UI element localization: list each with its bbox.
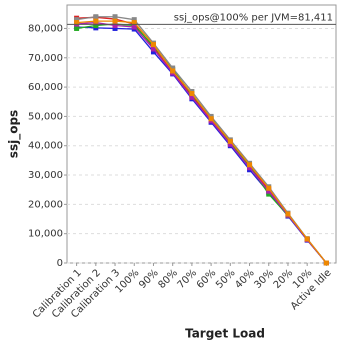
x-axis-title: Target Load — [185, 327, 265, 341]
point — [112, 25, 118, 31]
point — [189, 91, 195, 97]
series-line — [76, 21, 327, 264]
x-tick-label: 70% — [176, 267, 200, 291]
point — [170, 65, 176, 71]
point — [74, 17, 80, 23]
x-tick-label: 40% — [233, 267, 257, 291]
point — [74, 25, 80, 31]
point — [266, 188, 272, 194]
y-tick-label: 80,000 — [28, 23, 63, 34]
y-tick-label: 20,000 — [28, 199, 63, 210]
y-axis-title: ssj_ops — [7, 110, 22, 158]
y-tick-label: 30,000 — [28, 170, 63, 181]
point — [227, 141, 233, 147]
y-tick-label: 10,000 — [28, 229, 63, 240]
y-tick-label: 40,000 — [28, 141, 63, 152]
point — [266, 185, 272, 191]
point — [74, 20, 80, 26]
point — [112, 18, 118, 24]
point — [227, 138, 233, 144]
x-tick-label: 20% — [272, 267, 296, 291]
series-line — [76, 20, 327, 264]
point — [323, 260, 329, 266]
x-tick-label: 60% — [195, 267, 219, 291]
point — [247, 162, 253, 168]
point — [93, 23, 99, 29]
x-tick-label: 30% — [252, 267, 276, 291]
point — [266, 191, 272, 197]
point — [150, 49, 156, 55]
x-tick-label: 90% — [137, 267, 161, 291]
point — [93, 18, 99, 24]
y-tick-label: 60,000 — [28, 82, 63, 93]
reference-label: ssj_ops@100% per JVM=81,411 — [174, 12, 333, 23]
point — [131, 20, 137, 26]
x-tick-label: 80% — [156, 267, 180, 291]
y-tick-label: 70,000 — [28, 53, 63, 64]
point — [208, 116, 214, 122]
point — [247, 165, 253, 171]
point — [304, 236, 310, 242]
point — [112, 23, 118, 29]
point — [112, 14, 118, 20]
point — [150, 42, 156, 48]
point — [131, 17, 137, 23]
x-tick-label: 50% — [214, 267, 238, 291]
point — [189, 94, 195, 100]
point — [131, 24, 137, 30]
y-tick-label: 0 — [57, 258, 63, 269]
y-tick-label: 50,000 — [28, 111, 63, 122]
point — [150, 46, 156, 52]
point — [170, 68, 176, 74]
point — [285, 211, 291, 217]
point — [93, 14, 99, 20]
